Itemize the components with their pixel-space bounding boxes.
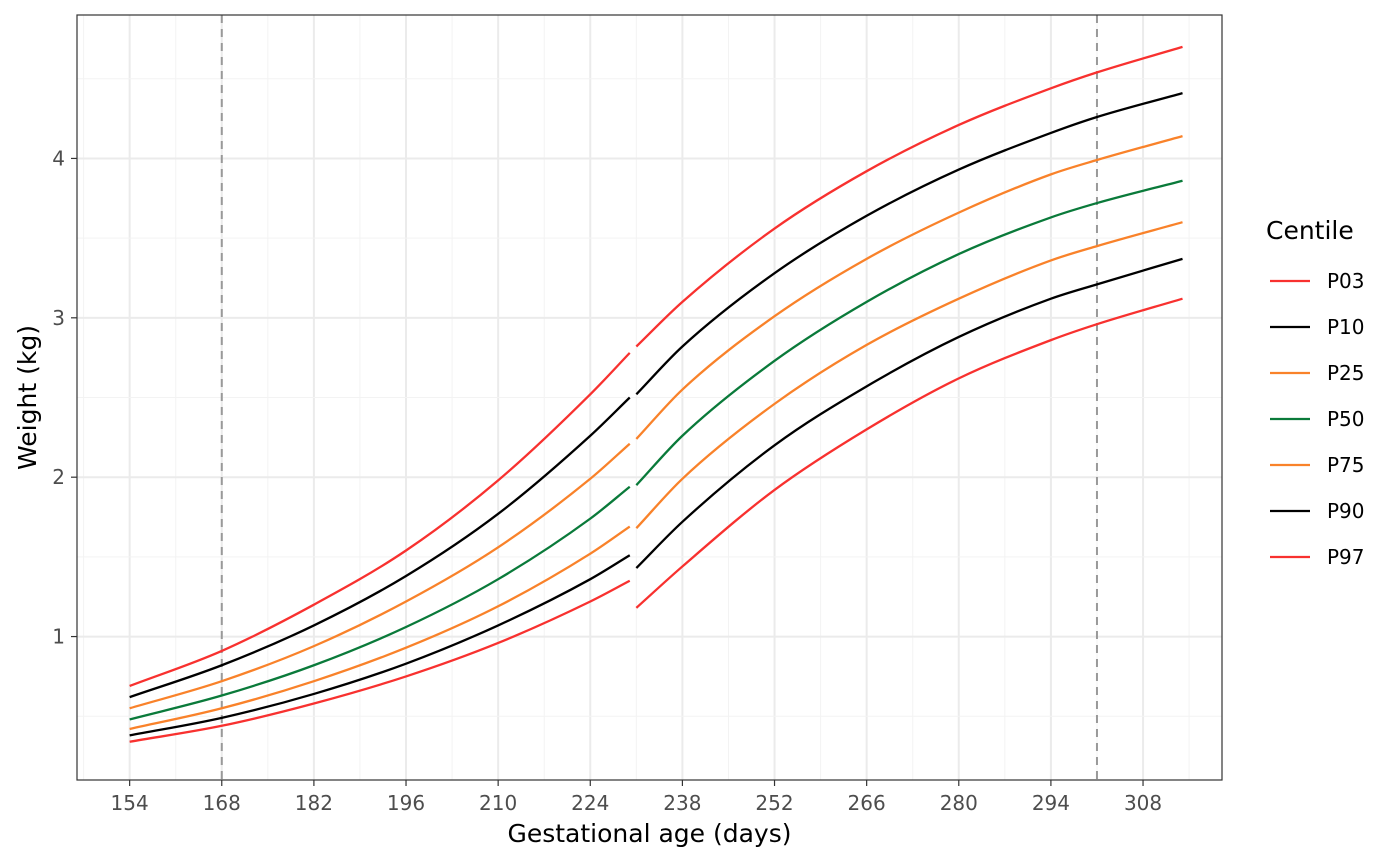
x-tick-label: 252 — [755, 791, 793, 815]
series-line-segment-2 — [635, 179, 1183, 486]
x-tick-label: 238 — [663, 791, 701, 815]
legend-item-p75: P75 — [1270, 453, 1365, 477]
series-line-segment-2 — [635, 45, 1183, 348]
x-axis-title: Gestational age (days) — [507, 819, 791, 848]
series-lines — [129, 45, 1183, 743]
x-tick-label: 308 — [1124, 791, 1162, 815]
legend-label: P10 — [1327, 315, 1365, 339]
legend-item-p03: P03 — [1270, 269, 1365, 293]
y-tick-label: 2 — [52, 465, 65, 489]
x-axis-ticks: 154 168 182 196 210 224 238 252 266 280 294 308 — [111, 780, 1162, 815]
legend-label: P50 — [1327, 407, 1365, 431]
legend-item-p97: P97 — [1270, 545, 1365, 569]
series-line-segment-1 — [129, 525, 631, 731]
series-line-segment-1 — [129, 554, 631, 737]
series-p10 — [129, 257, 1183, 737]
legend-item-p50: P50 — [1270, 407, 1365, 431]
series-p03 — [129, 297, 1183, 743]
series-p25 — [129, 221, 1183, 731]
series-line-segment-1 — [129, 579, 631, 743]
legend-label: P90 — [1327, 499, 1365, 523]
legend-item-p25: P25 — [1270, 361, 1365, 385]
x-tick-label: 154 — [111, 791, 149, 815]
x-tick-label: 196 — [387, 791, 425, 815]
series-line-segment-1 — [129, 396, 631, 699]
series-line-segment-1 — [129, 442, 631, 710]
y-tick-label: 3 — [52, 306, 65, 330]
legend: Centile P03 P10 P25 P50 P75 P90 P97 — [1266, 216, 1365, 569]
legend-label: P75 — [1327, 453, 1365, 477]
x-tick-label: 168 — [203, 791, 241, 815]
grid-lines — [77, 15, 1222, 780]
series-line-segment-2 — [635, 297, 1183, 609]
x-tick-label: 294 — [1032, 791, 1070, 815]
plot-panel-border — [76, 14, 1223, 781]
series-p97 — [129, 45, 1183, 688]
x-tick-label: 280 — [940, 791, 978, 815]
series-line-segment-2 — [635, 91, 1183, 396]
legend-title: Centile — [1266, 216, 1354, 245]
series-line-segment-2 — [635, 221, 1183, 529]
series-line-segment-2 — [635, 257, 1183, 569]
legend-label: P25 — [1327, 361, 1365, 385]
series-line-segment-1 — [129, 352, 631, 688]
reference-lines — [220, 15, 1098, 780]
y-tick-label: 4 — [52, 146, 65, 170]
x-tick-label: 182 — [295, 791, 333, 815]
x-tick-label: 224 — [571, 791, 609, 815]
series-p90 — [129, 91, 1183, 699]
y-tick-label: 1 — [52, 625, 65, 649]
series-line-segment-1 — [129, 485, 631, 721]
series-line-segment-2 — [635, 135, 1183, 440]
x-tick-label: 266 — [848, 791, 886, 815]
series-p50 — [129, 179, 1183, 721]
legend-item-p10: P10 — [1270, 315, 1365, 339]
legend-item-p90: P90 — [1270, 499, 1365, 523]
x-tick-label: 210 — [479, 791, 517, 815]
legend-label: P03 — [1327, 269, 1365, 293]
series-p75 — [129, 135, 1183, 710]
legend-items: P03 P10 P25 P50 P75 P90 P97 — [1270, 269, 1365, 569]
y-axis-ticks: 1 2 3 4 — [52, 146, 77, 649]
y-axis-title: Weight (kg) — [13, 325, 42, 470]
legend-label: P97 — [1327, 545, 1365, 569]
